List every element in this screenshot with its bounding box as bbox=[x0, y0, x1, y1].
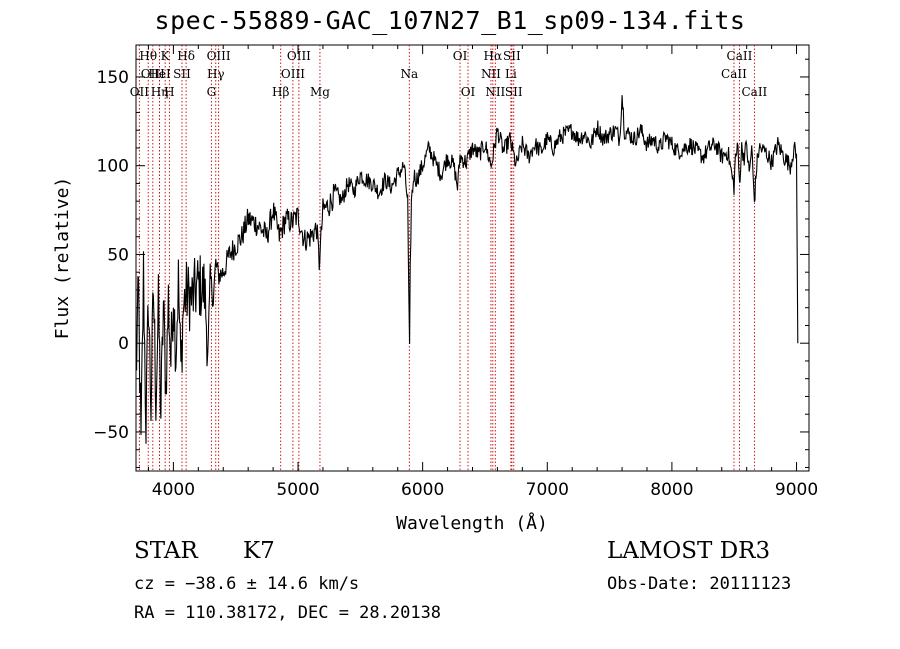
x-tick-label-2: 6000 bbox=[401, 480, 444, 500]
line-label-15: Mg bbox=[310, 85, 330, 99]
line-label-18: OI bbox=[461, 85, 476, 99]
line-label-20: Hα bbox=[484, 49, 503, 63]
x-axis-label: Wavelength (Å) bbox=[396, 512, 548, 534]
plot-frame bbox=[135, 44, 810, 472]
object-class: STAR bbox=[134, 538, 198, 564]
line-label-17: OI bbox=[453, 49, 468, 63]
survey-name: LAMOST DR3 bbox=[607, 538, 771, 564]
line-label-24: SII bbox=[505, 85, 523, 99]
line-label-25: CaII bbox=[721, 67, 747, 81]
line-label-14: OIII bbox=[287, 49, 311, 63]
line-label-1: Hθ bbox=[139, 49, 157, 63]
line-label-13: OIII bbox=[281, 67, 305, 81]
line-label-22: Li bbox=[505, 67, 517, 81]
line-label-26: CaII bbox=[727, 49, 753, 63]
line-label-4: HeI bbox=[148, 67, 171, 81]
line-label-8: Hδ bbox=[177, 49, 195, 63]
line-label-6: H bbox=[164, 85, 174, 99]
emission-line-labels: OII Hθ OIII Hη HeI K H SII Hδ G Hγ OIII Hβ OIII OIII Mg… bbox=[130, 49, 768, 99]
y-tick-label-0: −50 bbox=[93, 423, 129, 443]
emission-line-markers bbox=[138, 45, 755, 471]
coordinates: RA = 110.38172, DEC = 28.20138 bbox=[134, 603, 442, 623]
x-tick-label-5: 9000 bbox=[775, 480, 818, 500]
x-tick-label-1: 5000 bbox=[276, 480, 319, 500]
spectrum-line bbox=[135, 95, 799, 444]
observation-date: Obs-Date: 20111123 bbox=[607, 574, 792, 594]
x-tick-label-4: 8000 bbox=[650, 480, 693, 500]
line-label-7: SII bbox=[173, 67, 191, 81]
y-tick-label-2: 50 bbox=[107, 245, 129, 265]
line-label-19: NII bbox=[481, 67, 501, 81]
line-label-9: G bbox=[207, 85, 217, 99]
x-tick-label-3: 7000 bbox=[526, 480, 569, 500]
line-label-2: OIII bbox=[141, 67, 165, 81]
axis-ticks bbox=[136, 45, 809, 471]
line-label-27: CaII bbox=[741, 85, 767, 99]
y-axis-label: Flux (relative) bbox=[52, 177, 73, 340]
line-label-10: Hγ bbox=[207, 67, 225, 81]
x-tick-label-0: 4000 bbox=[152, 480, 195, 500]
chart-title: spec-55889-GAC_107N27_B1_sp09-134.fits bbox=[154, 6, 746, 35]
line-label-12: Hβ bbox=[272, 85, 289, 99]
y-tick-label-4: 150 bbox=[97, 68, 129, 88]
line-label-5: K bbox=[161, 49, 171, 63]
axis-tick-labels: 4000 5000 6000 7000 8000 9000 −50 0 50 100 150 bbox=[93, 68, 818, 500]
line-label-23: SII bbox=[503, 49, 521, 63]
line-label-21: NII bbox=[485, 85, 505, 99]
line-label-16: Na bbox=[400, 67, 418, 81]
line-label-11: OIII bbox=[207, 49, 231, 63]
line-label-3: Hη bbox=[151, 85, 169, 99]
line-label-0: OII bbox=[130, 85, 150, 99]
object-subclass: K7 bbox=[243, 538, 275, 564]
y-tick-label-1: 0 bbox=[118, 334, 129, 354]
redshift-velocity: cz = −38.6 ± 14.6 km/s bbox=[134, 574, 360, 594]
y-tick-label-3: 100 bbox=[97, 157, 129, 177]
